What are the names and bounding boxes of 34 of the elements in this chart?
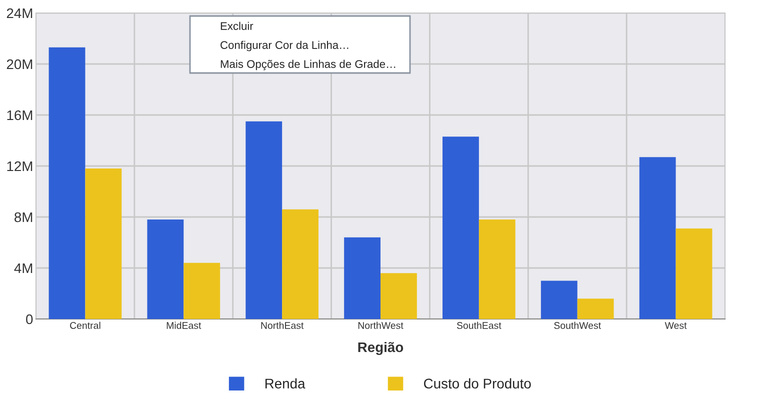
bar — [639, 157, 676, 319]
legend-label: Renda — [265, 378, 306, 389]
y-tick-label: 16M — [7, 110, 32, 120]
x-tick-label: MidEast — [166, 322, 202, 329]
x-axis-title: Região — [358, 342, 404, 355]
bar — [442, 136, 479, 319]
bar — [676, 228, 712, 319]
annotation: Mais Opções de Linhas de Grade… — [220, 60, 396, 70]
x-tick-label: NorthEast — [261, 322, 304, 329]
bar — [147, 220, 184, 319]
bar — [380, 273, 417, 319]
bar — [48, 47, 86, 319]
bar — [282, 209, 318, 319]
bar — [478, 220, 516, 319]
bar — [184, 262, 220, 319]
x-tick-label: SouthEast — [456, 322, 502, 329]
y-tick-label: 8M — [14, 212, 32, 222]
bar — [85, 168, 122, 319]
y-tick-label: 4M — [14, 263, 32, 274]
annotation: Configurar Cor da Linha… — [220, 40, 348, 52]
y-tick-label: 12M — [7, 161, 32, 172]
x-tick-label: NorthWest — [358, 322, 404, 329]
y-tick-label: 0 — [26, 314, 33, 324]
x-tick-label: Central — [70, 322, 100, 329]
bar — [344, 237, 380, 319]
bar — [540, 280, 578, 319]
legend-label: Custo do Produto — [424, 378, 531, 389]
x-tick-label: SouthWest — [554, 322, 601, 329]
bar — [577, 298, 614, 319]
bar — [246, 121, 282, 319]
annotation: Excluir — [220, 22, 254, 30]
x-tick-label: West — [664, 322, 687, 329]
y-tick-label: 20M — [6, 59, 32, 70]
y-tick-label: 24M — [6, 8, 32, 18]
